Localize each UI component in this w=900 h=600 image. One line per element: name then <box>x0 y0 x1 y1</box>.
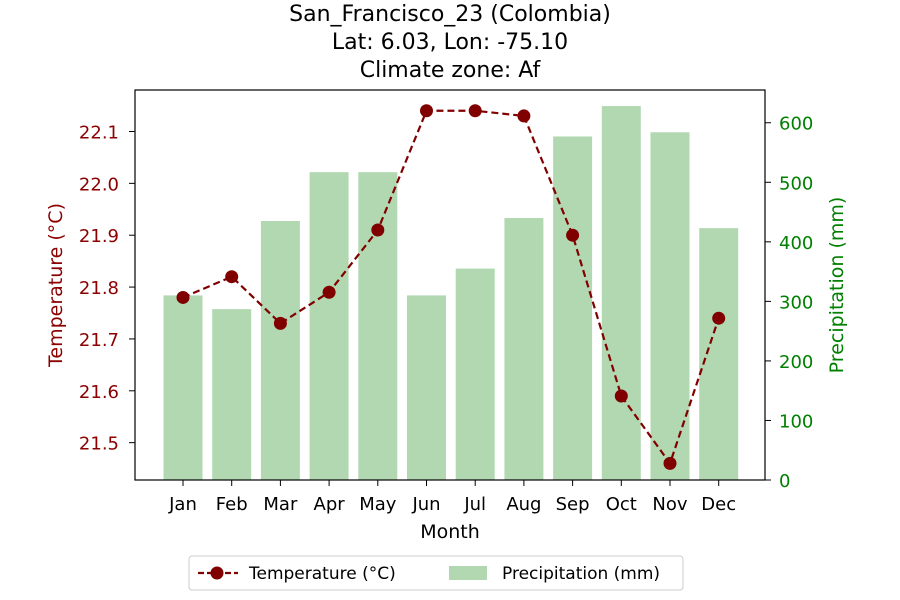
x-tick-label-jul: Jul <box>463 494 486 515</box>
temperature-series <box>176 104 726 470</box>
temperature-point-jul <box>468 104 482 118</box>
precipitation-bar-mar <box>260 220 300 481</box>
legend-temperature-marker <box>210 566 224 580</box>
y-left-tick-label: 21.6 <box>79 382 119 403</box>
y-right-tick-label: 500 <box>779 173 813 194</box>
temperature-point-dec <box>712 311 726 325</box>
x-axis-label: Month <box>420 521 480 543</box>
y-left-tick-label: 22.1 <box>79 122 119 143</box>
temperature-point-nov <box>663 456 677 470</box>
temperature-line <box>182 109 720 466</box>
plot-frame <box>134 89 766 481</box>
x-tick-label-sep: Sep <box>556 494 590 515</box>
x-tick-label-apr: Apr <box>314 494 346 515</box>
y-left-tick-label: 21.8 <box>79 278 119 299</box>
temperature-point-feb <box>225 270 239 284</box>
temperature-point-jun <box>420 104 433 118</box>
x-tick-label-may: May <box>359 494 397 515</box>
temperature-point-aug <box>517 109 531 123</box>
legend: Temperature (°C) Precipitation (mm) <box>188 555 684 591</box>
precipitation-bar-nov <box>650 132 690 480</box>
precipitation-bars <box>163 106 739 481</box>
x-tick-label-oct: Oct <box>606 494 637 515</box>
precipitation-bar-jun <box>407 295 446 480</box>
precipitation-bar-aug <box>504 218 544 480</box>
x-tick-label-mar: Mar <box>263 494 298 515</box>
legend-temperature-label: Temperature (°C) <box>248 564 396 584</box>
x-tick-label-nov: Nov <box>652 494 687 515</box>
chart-title-line-1: San_Francisco_23 (Colombia) <box>289 2 611 27</box>
y-right-tick-label: 400 <box>779 233 813 254</box>
chart-title-line-3: Climate zone: Af <box>360 58 542 83</box>
x-tick-label-jun: Jun <box>411 494 440 515</box>
x-tick-label-dec: Dec <box>701 494 736 515</box>
temperature-point-jan <box>176 290 190 304</box>
y-right-tick-label: 100 <box>779 411 813 432</box>
x-tick-label-aug: Aug <box>506 494 541 515</box>
y-left-tick-label: 22.0 <box>79 174 119 195</box>
precipitation-bar-may <box>358 172 398 481</box>
chart-title-line-2: Lat: 6.03, Lon: -75.10 <box>332 30 568 55</box>
precipitation-bar-oct <box>601 106 641 480</box>
temperature-point-sep <box>566 228 580 242</box>
precipitation-bar-feb <box>212 309 252 480</box>
y-right-tick-label: 600 <box>779 114 813 135</box>
y-right-tick-label: 0 <box>779 471 790 492</box>
y-axis-right: 0 100 200 300 400 500 600 <box>765 114 813 492</box>
legend-precipitation-swatch <box>449 566 487 580</box>
legend-precipitation-label: Precipitation (mm) <box>502 564 660 584</box>
temperature-point-mar <box>273 316 287 330</box>
precipitation-bar-jan <box>163 295 203 480</box>
y-axis-left-label: Temperature (°C) <box>45 203 67 368</box>
y-right-tick-label: 200 <box>779 352 813 373</box>
x-tick-label-jan: Jan <box>168 494 197 515</box>
y-left-tick-label: 21.5 <box>79 434 119 455</box>
y-axis-left: 21.5 21.6 21.7 21.8 21.9 22.0 22.1 <box>79 122 135 455</box>
legend-frame <box>188 555 684 591</box>
x-tick-label-feb: Feb <box>216 494 248 515</box>
y-left-tick-label: 21.7 <box>79 330 119 351</box>
precipitation-bar-sep <box>553 136 593 480</box>
precipitation-bar-jul <box>455 268 495 480</box>
y-left-tick-label: 21.9 <box>79 226 119 247</box>
temperature-point-may <box>371 223 385 237</box>
precipitation-bar-apr <box>309 172 349 481</box>
x-axis: Jan Feb Mar Apr May Jun Jul Aug Sep Oct Nov Dec <box>168 480 736 515</box>
temperature-point-apr <box>322 285 336 299</box>
precipitation-bar-dec <box>699 228 739 480</box>
y-right-tick-label: 300 <box>779 292 813 313</box>
temperature-point-oct <box>614 389 628 403</box>
y-axis-right-label: Precipitation (mm) <box>826 197 848 374</box>
